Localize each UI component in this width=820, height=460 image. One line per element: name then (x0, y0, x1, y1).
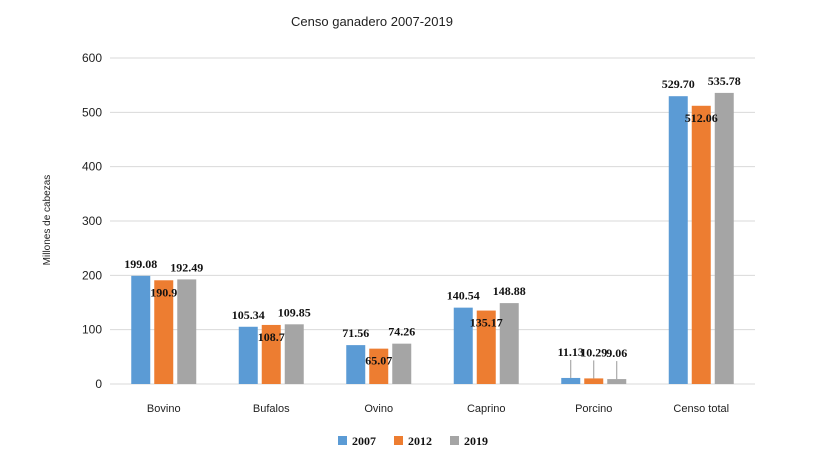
bar-2012-5 (691, 105, 711, 384)
bar-2019-5 (714, 92, 734, 384)
bar-2012-0 (154, 280, 174, 384)
data-label: 190.9 (150, 285, 177, 299)
bar-2019-4 (607, 379, 627, 384)
bar-2012-4 (584, 378, 604, 384)
data-label: 71.56 (342, 326, 369, 340)
y-axis-label: Millones de cabezas (42, 175, 53, 266)
data-label: 535.78 (708, 74, 741, 88)
y-tick-label: 400 (82, 160, 102, 174)
bar-2019-2 (392, 343, 412, 384)
bar-2007-5 (668, 96, 688, 384)
y-tick-label: 100 (82, 323, 102, 337)
data-label: 529.70 (662, 77, 695, 91)
legend-swatch (450, 436, 459, 445)
data-label: 11.13 (558, 345, 584, 359)
legend-swatch (394, 436, 403, 445)
chart-title: Censo ganadero 2007-2019 (291, 14, 453, 29)
data-label: 10.29 (580, 345, 607, 359)
legend-label: 2019 (464, 434, 488, 448)
y-tick-label: 200 (82, 268, 102, 282)
data-label: 199.08 (124, 257, 157, 271)
legend-label: 2012 (408, 434, 432, 448)
legend-label: 2007 (352, 434, 376, 448)
y-tick-label: 0 (95, 377, 102, 391)
y-tick-labels: 0 100 200 300 400 500 600 (82, 51, 102, 391)
data-label: 512.06 (685, 111, 718, 125)
bar-2019-1 (284, 324, 304, 384)
y-tick-label: 500 (82, 105, 102, 119)
data-label: 192.49 (170, 260, 203, 274)
data-label: 108.7 (258, 330, 285, 344)
category-label: Censo total (673, 403, 729, 415)
y-tick-label: 300 (82, 214, 102, 228)
data-label: 109.85 (278, 305, 311, 319)
category-label: Bovino (147, 403, 181, 415)
category-label: Porcino (575, 403, 612, 415)
bar-2019-0 (177, 279, 197, 384)
bar-2012-1 (261, 324, 281, 384)
bar-2007-1 (238, 326, 258, 384)
legend-swatch (338, 436, 347, 445)
data-labels: 199.08 190.9 192.49 105.34 108.7 109.85 71.56 6… (124, 74, 741, 380)
data-label: 135.17 (470, 316, 503, 330)
data-label: 140.54 (447, 289, 480, 303)
bar-2012-2 (369, 348, 389, 384)
bar-2007-0 (131, 275, 151, 384)
bar-2007-3 (453, 307, 473, 384)
bars (131, 92, 734, 384)
y-tick-label: 600 (82, 51, 102, 65)
category-label: Bufalos (253, 403, 290, 415)
data-label: 9.06 (606, 346, 627, 360)
category-labels: Bovino Bufalos Ovino Caprino Porcino Censo to… (147, 403, 729, 415)
bar-2007-4 (561, 377, 581, 384)
gridlines (110, 57, 755, 385)
data-label: 105.34 (232, 308, 265, 322)
category-label: Caprino (467, 403, 506, 415)
bar-2019-3 (499, 303, 519, 384)
bar-2012-3 (476, 310, 496, 384)
legend: 2007 2012 2019 (338, 434, 488, 448)
data-label: 148.88 (493, 284, 526, 298)
data-label: 74.26 (388, 325, 415, 339)
bar-2007-2 (346, 345, 366, 384)
category-label: Ovino (364, 403, 393, 415)
data-label: 65.07 (365, 354, 392, 368)
